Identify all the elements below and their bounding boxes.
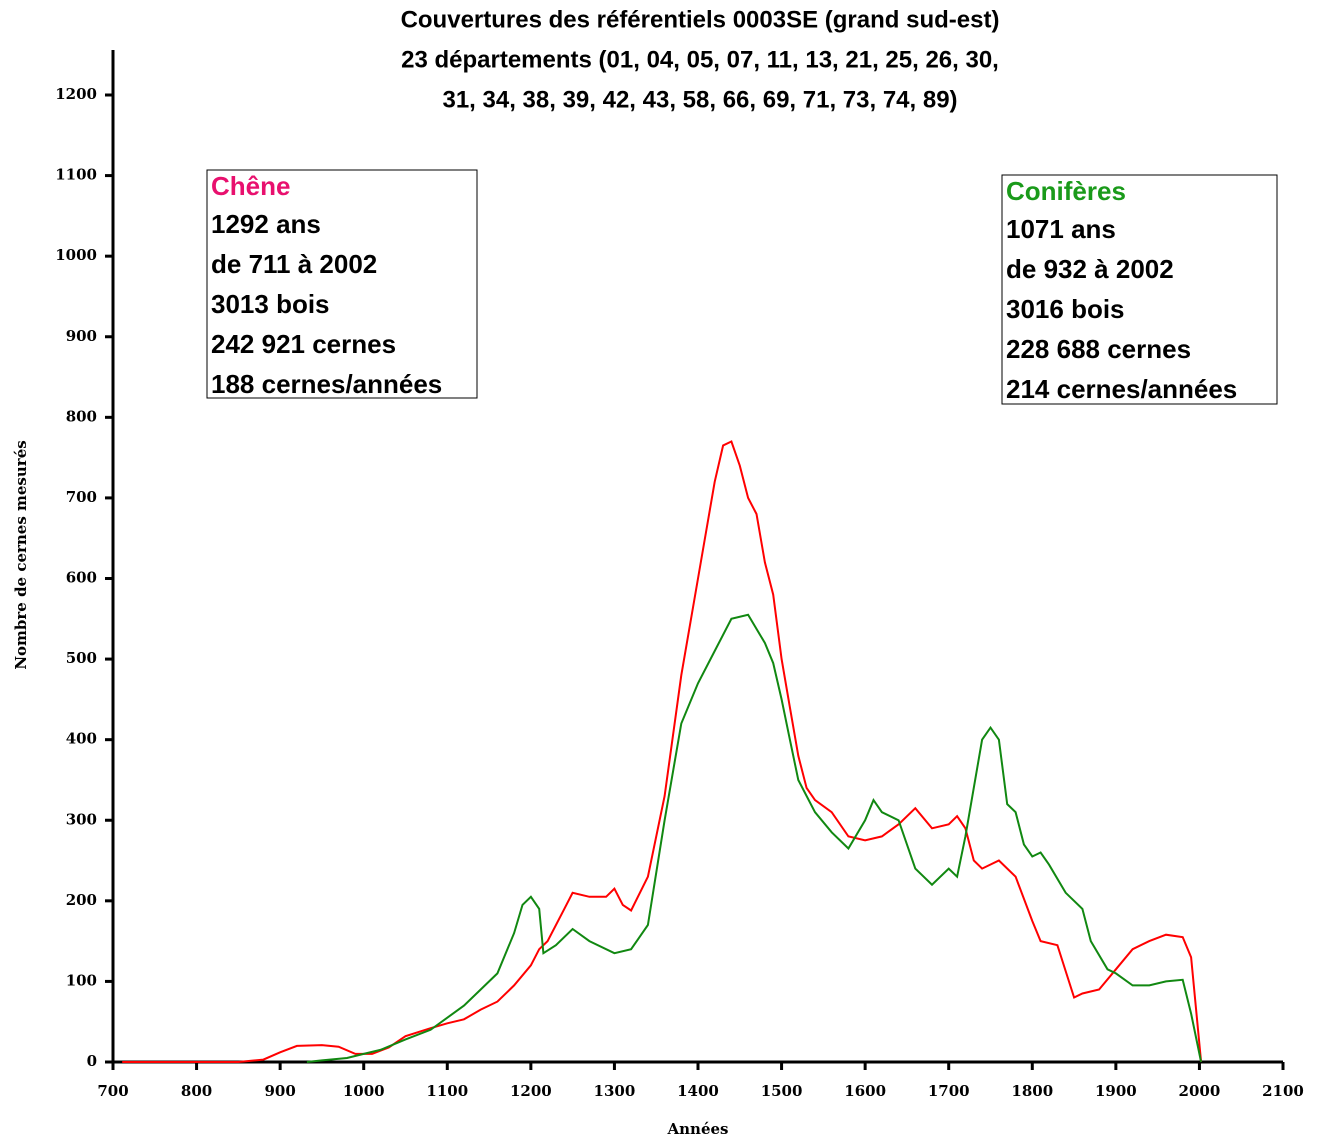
x-tick-label: 1500: [761, 1082, 803, 1100]
legend-line: 1071 ans: [1006, 214, 1116, 244]
legend-box: [206, 169, 478, 399]
data-line: [122, 440, 1203, 1063]
x-tick-label: 1700: [928, 1082, 970, 1100]
y-tick-label: 200: [66, 891, 97, 909]
x-tick-label: 1100: [426, 1082, 468, 1100]
y-tick-label: 1000: [55, 246, 97, 264]
x-tick-label: 1800: [1011, 1082, 1053, 1100]
legend-line: 1292 ans: [211, 209, 321, 239]
chart-title: Couvertures des référentiels 0003SE (gra…: [401, 6, 1000, 33]
y-tick-label: 0: [87, 1052, 97, 1070]
x-axis-label: Années: [667, 1120, 729, 1138]
y-tick-label: 500: [66, 649, 97, 667]
x-tick-label: 900: [264, 1082, 295, 1100]
y-tick-label: 400: [66, 730, 97, 748]
legend-title: Conifères: [1006, 176, 1126, 206]
chart-title: 23 départements (01, 04, 05, 07, 11, 13,…: [401, 46, 999, 73]
x-tick-label: 1600: [844, 1082, 886, 1100]
y-tick-label: 900: [66, 327, 97, 345]
x-tick-label: 2100: [1262, 1082, 1304, 1100]
x-tick-label: 2000: [1179, 1082, 1221, 1100]
legend-line: de 932 à 2002: [1006, 254, 1174, 284]
legend-line: 188 cernes/années: [211, 369, 442, 399]
legend-title: Chêne: [211, 171, 290, 201]
legend-line: 3016 bois: [1006, 294, 1125, 324]
y-tick-label: 600: [66, 569, 97, 587]
x-tick-label: 1300: [594, 1082, 636, 1100]
y-tick-label: 1200: [55, 85, 97, 103]
y-axis-label: Nombre de cernes mesurés: [12, 440, 30, 669]
y-tick-label: 700: [66, 488, 97, 506]
legend-line: 242 921 cernes: [211, 329, 396, 359]
chart-title: 31, 34, 38, 39, 42, 43, 58, 66, 69, 71, …: [442, 86, 957, 113]
x-tick-label: 1400: [677, 1082, 719, 1100]
y-tick-label: 1100: [55, 166, 97, 184]
legend-line: 3013 bois: [211, 289, 330, 319]
y-tick-label: 100: [66, 971, 97, 989]
data-line: [306, 613, 1203, 1063]
y-tick-label: 300: [66, 810, 97, 828]
legend-line: 228 688 cernes: [1006, 334, 1191, 364]
x-tick-label: 1200: [510, 1082, 552, 1100]
legend-line: de 711 à 2002: [211, 249, 377, 279]
legend-line: 214 cernes/années: [1006, 374, 1237, 404]
legend-box: [1001, 174, 1278, 405]
y-tick-label: 800: [66, 407, 97, 425]
x-tick-label: 800: [181, 1082, 212, 1100]
x-tick-label: 1900: [1095, 1082, 1137, 1100]
x-tick-label: 1000: [343, 1082, 385, 1100]
x-tick-label: 700: [97, 1082, 128, 1100]
